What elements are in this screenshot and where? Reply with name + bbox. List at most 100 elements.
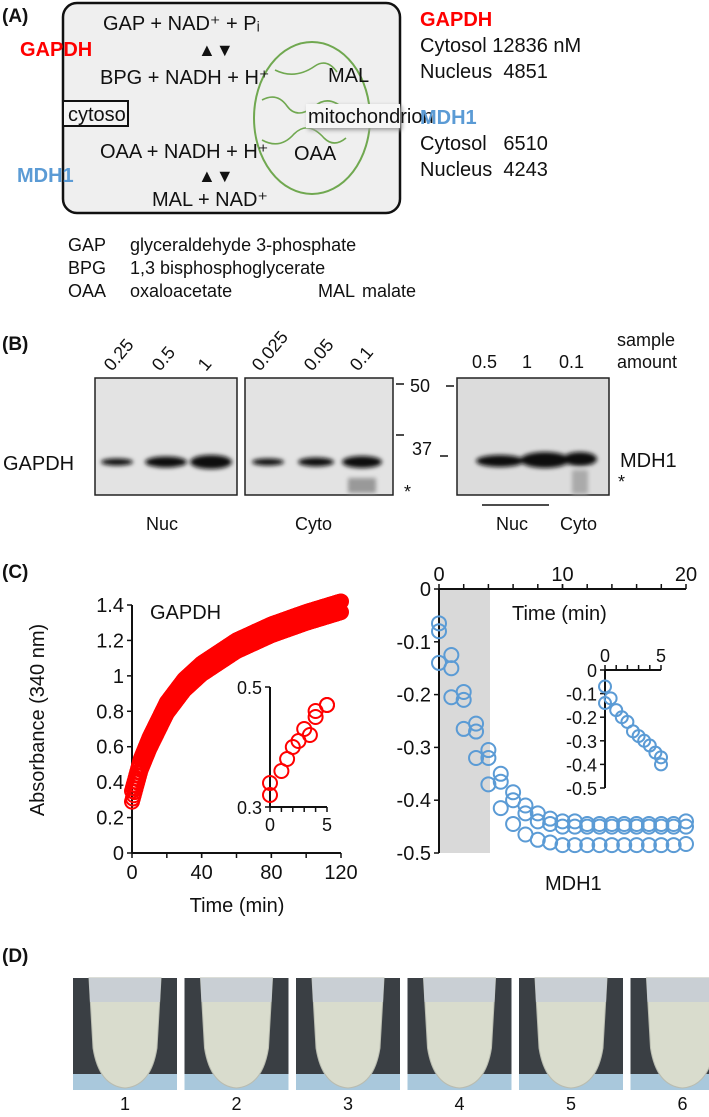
x-tick-label: 20 (675, 564, 697, 586)
data-point (480, 776, 497, 793)
mdh1-cytosol-conc: Cytosol 6510 (420, 133, 548, 155)
data-point (591, 818, 608, 835)
tube-top (646, 978, 709, 1002)
blot-bands (101, 452, 597, 494)
tube-number: 6 (677, 1094, 687, 1114)
data-point (505, 815, 522, 832)
y-tick-label: 1.4 (96, 595, 124, 617)
x-tick-label: 80 (260, 862, 282, 884)
data-point (579, 818, 596, 835)
abbrev-gap: GAP (68, 235, 106, 255)
data-point (333, 604, 349, 621)
x-tick-label: 0 (433, 564, 444, 586)
x-tick-label: 5 (656, 646, 666, 666)
tube-top (312, 978, 384, 1002)
x-tick-label: 10 (551, 564, 573, 586)
gapdh-cytosol-conc: Cytosol 12836 nM (420, 35, 581, 57)
data-point (542, 810, 559, 827)
tube-number: 4 (454, 1094, 464, 1114)
data-point (431, 654, 447, 671)
mdh1-absorbance-chart: Time (min) MDH1 0-0.1-0.2-0.3-0.4-0.50 10… (397, 564, 698, 895)
band (190, 455, 232, 469)
data-point (542, 815, 559, 832)
gapdh-nucleus-conc: Nucleus 4851 (420, 61, 548, 83)
y-tick-label: 0.6 (96, 737, 124, 759)
data-point (492, 800, 509, 817)
data-point (319, 697, 335, 713)
x-tick-label: 5 (322, 815, 332, 835)
y-tick-label: -0.5 (566, 779, 597, 799)
data-point (579, 837, 596, 854)
y-tick-label: -0.5 (397, 843, 431, 865)
gapdh-nuc-blot (94, 377, 238, 496)
band (563, 452, 597, 466)
y-tick-label: 1.2 (96, 630, 124, 652)
data-point (333, 593, 349, 610)
mitochondrion-label-box (306, 104, 400, 128)
tube-photo: 3 (296, 977, 400, 1114)
cyto-label: Cyto (295, 514, 332, 534)
marker-50: 50 (410, 376, 430, 396)
y-tick-label: 0.8 (96, 701, 124, 723)
data-point (492, 765, 509, 782)
sample-amount-label: sample (617, 330, 675, 350)
band (145, 456, 187, 468)
data-point (616, 818, 633, 835)
cytosol-label: cytosol (68, 104, 130, 126)
tube-number: 3 (343, 1094, 353, 1114)
y-tick-label: 0.5 (237, 678, 262, 698)
mito-oaa-label: OAA (294, 143, 337, 165)
panel-c-label: (C) (2, 562, 28, 583)
panel-a: (A) GAP + NAD⁺ + Pᵢ GAPDH ▲▼ BPG + NADH … (2, 1, 581, 301)
marker-37: 37 (412, 439, 432, 459)
data-point (542, 834, 559, 851)
tube-photo: 2 (184, 977, 289, 1114)
tube-top (200, 978, 273, 1002)
reaction1-substrates: GAP + NAD⁺ + Pᵢ (103, 13, 260, 35)
data-point (431, 623, 447, 640)
mdh1-nucleus-conc: Nucleus 4243 (420, 159, 548, 181)
tube (645, 977, 709, 1089)
panel-d: (D) 1 2 3 4 5 6 (2, 946, 709, 1114)
y-tick-label: -0.4 (566, 755, 597, 775)
lane-label: 1 (522, 352, 532, 372)
data-point (455, 691, 472, 708)
data-point (455, 720, 472, 737)
tube (422, 977, 497, 1089)
band-smear (572, 470, 588, 494)
gapdh-blot-label: GAPDH (3, 453, 74, 475)
data-point (665, 837, 682, 854)
abbrev-bpg: BPG (68, 258, 106, 278)
data-point (262, 775, 278, 791)
band-smear (348, 478, 376, 493)
y-tick-label: 1 (113, 666, 124, 688)
band (101, 458, 133, 466)
data-point (468, 723, 485, 740)
band (476, 455, 524, 467)
mito-mal-label: MAL (328, 65, 369, 87)
x-axis-label: Time (min) (190, 895, 285, 917)
reaction2-substrates: OAA + NADH + H⁺ (100, 141, 268, 163)
y-tick-label: 0.2 (96, 808, 124, 830)
asterisk: * (404, 482, 411, 502)
data-point (591, 837, 608, 854)
band (520, 452, 570, 468)
lane-label: 0.25 (100, 335, 138, 375)
tube-number: 2 (231, 1094, 241, 1114)
panel-b: (B) 0.25 0.5 1 0.025 0.05 0.1 0.5 1 0.1 … (2, 327, 677, 534)
y-tick-label: 0.3 (237, 798, 262, 818)
data-point (505, 784, 522, 801)
tube-top (423, 978, 496, 1002)
tube-photo: 1 (73, 977, 177, 1114)
panel-b-label: (B) (2, 334, 28, 355)
mdh1-conc-title: MDH1 (420, 107, 477, 129)
data-point (653, 837, 670, 854)
tube-top (89, 978, 161, 1002)
abbrev-mal-full: malate (362, 281, 416, 301)
data-point (529, 813, 546, 830)
x-tick-label: 40 (191, 862, 213, 884)
tube-number: 5 (566, 1094, 576, 1114)
data-point (628, 818, 645, 835)
x-tick-label: 0 (265, 815, 275, 835)
sample-amount-label: amount (617, 352, 677, 372)
